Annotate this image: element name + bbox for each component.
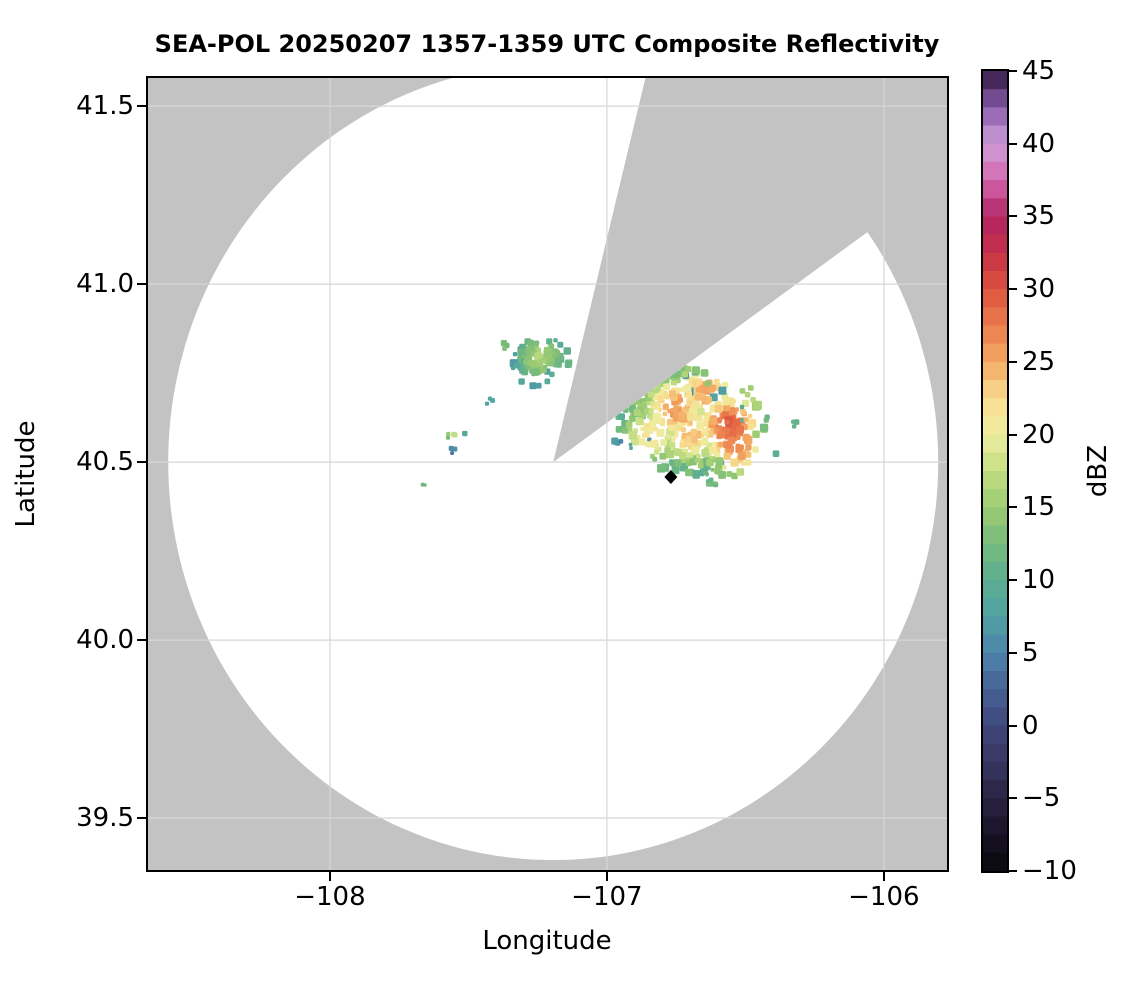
colorbar-tick-label: 15	[1022, 492, 1056, 523]
x-tick	[328, 872, 331, 881]
map-plot-area	[146, 76, 949, 872]
colorbar-tick	[1009, 579, 1017, 582]
colorbar-tick	[1009, 142, 1017, 145]
colorbar-tick	[1009, 506, 1017, 509]
x-tick	[882, 872, 885, 881]
echo-regions	[420, 338, 800, 488]
colorbar-tick-label: 35	[1022, 201, 1056, 232]
y-tick-label: 40.0	[76, 625, 134, 656]
colorbar-tick-label: 30	[1022, 274, 1056, 305]
y-tick-label: 41.5	[76, 91, 134, 122]
colorbar-tick	[1009, 360, 1017, 363]
colorbar-tick-label: 45	[1022, 56, 1056, 86]
x-tick-label: −108	[294, 882, 366, 912]
y-tick	[137, 105, 146, 108]
y-tick-label: 41.0	[76, 269, 134, 300]
site-marker-diamond	[664, 470, 678, 485]
colorbar-tick-label: −5	[1022, 783, 1061, 814]
colorbar-tick-label: 0	[1022, 710, 1039, 741]
y-tick	[137, 639, 146, 642]
y-tick-label: 40.5	[76, 447, 134, 478]
colorbar-tick-label: 40	[1022, 128, 1056, 159]
colorbar	[981, 69, 1009, 873]
colorbar-tick-label: 10	[1022, 565, 1056, 596]
y-tick	[137, 817, 146, 820]
y-tick	[137, 283, 146, 286]
colorbar-tick	[1009, 870, 1017, 872]
colorbar-tick-label: 25	[1022, 346, 1056, 377]
radar-map	[148, 78, 947, 870]
x-axis-label: Longitude	[482, 926, 612, 956]
colorbar-tick-label: −10	[1022, 856, 1077, 886]
y-tick	[137, 461, 146, 464]
colorbar-tick	[1009, 70, 1017, 72]
colorbar-tick-label: 5	[1022, 637, 1039, 668]
colorbar-tick	[1009, 215, 1017, 218]
colorbar-tick-label: 20	[1022, 419, 1056, 450]
x-tick-label: −106	[848, 882, 920, 912]
plot-title: SEA-POL 20250207 1357-1359 UTC Composite…	[154, 30, 940, 58]
colorbar-gradient	[983, 71, 1007, 871]
x-tick	[605, 872, 608, 881]
y-tick-label: 39.5	[76, 803, 134, 834]
colorbar-tick	[1009, 724, 1017, 727]
x-tick-label: −107	[571, 882, 643, 912]
colorbar-tick	[1009, 797, 1017, 800]
colorbar-tick	[1009, 651, 1017, 654]
colorbar-tick	[1009, 288, 1017, 291]
colorbar-tick	[1009, 433, 1017, 436]
